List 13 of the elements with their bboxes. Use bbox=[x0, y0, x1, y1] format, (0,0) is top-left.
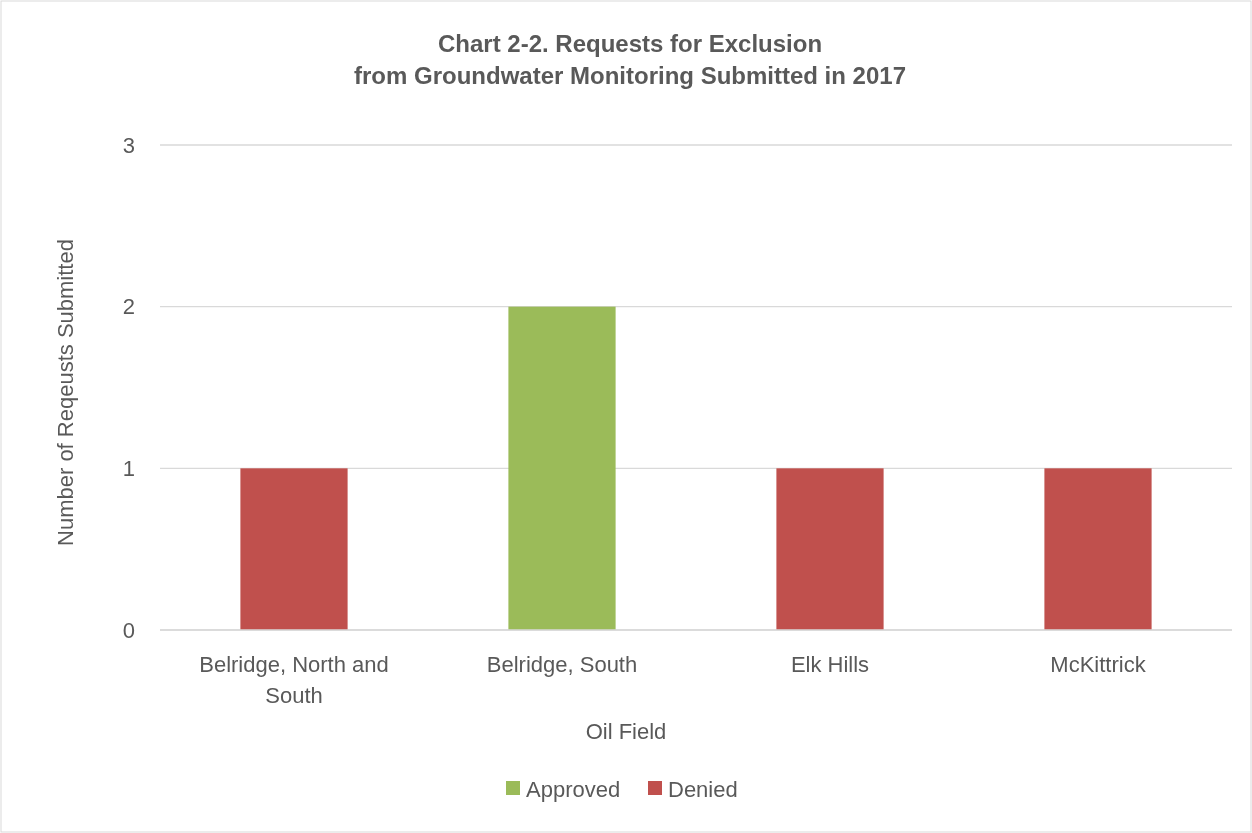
y-tick-label: 1 bbox=[122, 456, 135, 482]
x-tick-label: Elk Hills bbox=[790, 652, 870, 677]
y-tick-label: 0 bbox=[122, 617, 135, 643]
y-tick-label: 3 bbox=[122, 132, 135, 158]
legend-label: Denied bbox=[668, 777, 738, 802]
legend-label: Approved bbox=[526, 777, 621, 802]
x-tick-label: McKittrick bbox=[1050, 652, 1147, 677]
x-axis-title: Oil Field bbox=[585, 719, 667, 744]
x-tick-label: Belridge, South bbox=[486, 652, 638, 677]
chart-title: Chart 2-2. Requests for Exclusion from Groundwater Monitoring Submitted in 2017 bbox=[353, 30, 907, 89]
x-tick-label: Belridge, North and South bbox=[199, 652, 389, 708]
y-axis-title: Number of Reqeusts Submitted bbox=[53, 239, 78, 546]
y-tick-label: 2 bbox=[122, 294, 135, 320]
